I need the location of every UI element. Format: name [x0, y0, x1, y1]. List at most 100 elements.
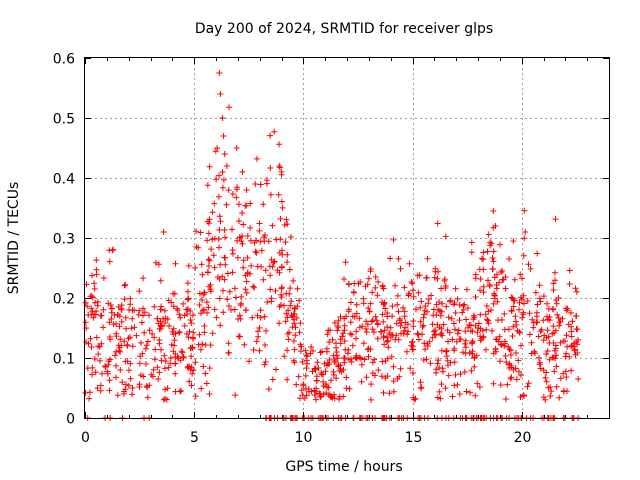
- data-point: [139, 350, 146, 357]
- data-point: [272, 287, 279, 294]
- data-point: [552, 216, 559, 223]
- data-point: [521, 235, 528, 242]
- data-point: [551, 269, 558, 276]
- data-point: [261, 361, 268, 368]
- data-point: [164, 316, 171, 322]
- data-point: [423, 274, 430, 281]
- data-point: [244, 233, 251, 239]
- data-point: [508, 364, 515, 371]
- data-point: [184, 288, 191, 295]
- data-point: [206, 257, 213, 264]
- data-point: [317, 393, 324, 400]
- data-point: [502, 396, 509, 402]
- data-point: [225, 340, 232, 347]
- data-point: [480, 249, 487, 256]
- data-point: [97, 382, 104, 389]
- data-point: [463, 316, 470, 323]
- data-point: [256, 324, 263, 331]
- data-point: [410, 287, 417, 294]
- data-point: [457, 370, 464, 377]
- data-point: [176, 311, 183, 318]
- data-point: [363, 374, 370, 381]
- data-point: [386, 390, 393, 397]
- data-point: [284, 221, 291, 228]
- data-point: [410, 323, 417, 330]
- data-point: [471, 354, 478, 361]
- data-point: [216, 70, 223, 76]
- data-point: [353, 301, 360, 308]
- data-point: [247, 224, 254, 231]
- data-point: [229, 269, 236, 276]
- data-point: [560, 370, 567, 377]
- data-point: [417, 304, 424, 311]
- data-point: [82, 319, 89, 326]
- data-point: [516, 329, 523, 336]
- data-point: [157, 326, 164, 332]
- data-point: [474, 329, 481, 336]
- data-point: [229, 226, 235, 233]
- data-point: [443, 347, 450, 354]
- data-point: [351, 280, 358, 287]
- data-point: [146, 312, 152, 319]
- data-point: [468, 367, 475, 374]
- data-point: [87, 335, 94, 342]
- data-point: [285, 336, 292, 343]
- data-point: [151, 334, 158, 341]
- data-point: [434, 394, 441, 401]
- data-point: [121, 338, 128, 345]
- data-point: [127, 334, 133, 341]
- data-point: [426, 338, 433, 345]
- data-point: [220, 176, 227, 183]
- data-point: [127, 301, 134, 308]
- data-point: [205, 269, 211, 276]
- data-point: [226, 104, 232, 111]
- data-point: [553, 297, 560, 304]
- data-point: [276, 303, 283, 310]
- data-point: [239, 168, 246, 175]
- data-point: [204, 309, 210, 316]
- data-point: [138, 339, 144, 346]
- x-tick-label: 10: [295, 430, 313, 446]
- data-point: [158, 303, 165, 310]
- data-point: [269, 376, 276, 383]
- data-point: [224, 270, 231, 277]
- data-point: [436, 299, 443, 305]
- data-point: [261, 313, 268, 320]
- data-point: [170, 303, 177, 310]
- data-point: [113, 320, 119, 327]
- data-point: [232, 392, 239, 399]
- data-point: [184, 296, 191, 303]
- data-point: [246, 358, 253, 365]
- data-point: [402, 324, 408, 331]
- data-point: [107, 356, 114, 363]
- data-point: [392, 336, 399, 343]
- data-point: [351, 289, 357, 296]
- data-point: [89, 272, 96, 279]
- data-point: [284, 347, 291, 354]
- data-point: [410, 293, 417, 300]
- data-point: [298, 387, 305, 394]
- data-point: [461, 301, 468, 308]
- data-point: [116, 347, 122, 354]
- data-point: [415, 289, 422, 296]
- data-point: [326, 339, 333, 346]
- x-tick-label: 5: [190, 430, 199, 446]
- data-point: [574, 349, 581, 356]
- data-point: [229, 191, 236, 197]
- data-point: [490, 350, 497, 357]
- data-point: [184, 280, 191, 287]
- data-point: [92, 299, 98, 306]
- data-point: [279, 204, 286, 211]
- data-point: [233, 145, 240, 151]
- data-point: [552, 355, 559, 362]
- data-point: [401, 284, 408, 291]
- data-point: [141, 309, 148, 316]
- x-tick-label: 15: [405, 430, 423, 446]
- data-point: [285, 307, 292, 314]
- chart-title: Day 200 of 2024, SRMTID for receiver glp…: [195, 21, 493, 37]
- data-point: [180, 354, 187, 360]
- data-point: [424, 255, 431, 262]
- data-point: [521, 300, 527, 307]
- data-point: [365, 353, 372, 360]
- data-point: [129, 343, 136, 350]
